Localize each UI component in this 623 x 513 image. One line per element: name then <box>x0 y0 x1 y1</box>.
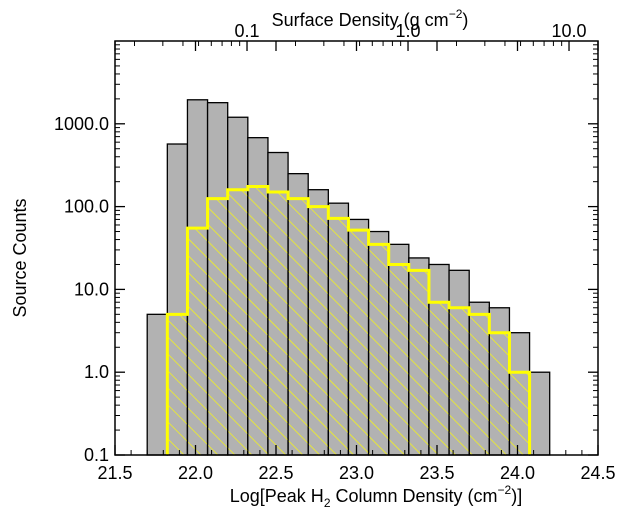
hatch-bar <box>167 314 188 455</box>
hatch-bar <box>267 192 289 455</box>
y-tick-label: 10.0 <box>74 279 109 299</box>
y-tick-label: 1.0 <box>84 362 109 382</box>
hatch-bar <box>368 244 389 455</box>
hatch-bar <box>187 228 208 455</box>
y-axis-title: Source Counts <box>10 198 30 317</box>
top-tick-label: 10.0 <box>551 21 586 41</box>
yellow-histogram <box>165 184 532 456</box>
hatch-bar <box>247 186 268 456</box>
x-axis-title: Log[Peak H2 Column Density (cm−2)] <box>230 483 522 510</box>
y-tick-label: 100.0 <box>64 197 109 217</box>
hatch-bar <box>489 332 510 455</box>
x-tick-label: 22.0 <box>178 463 213 483</box>
y-tick-label: 1000.0 <box>54 114 109 134</box>
top-tick-label: 1.0 <box>396 21 421 41</box>
x-tick-label: 22.5 <box>258 463 293 483</box>
hatch-bar <box>509 372 530 455</box>
x-tick-label: 24.5 <box>580 463 615 483</box>
hatch-bar <box>449 307 470 455</box>
hatch-bar <box>328 218 349 455</box>
hatch-bar <box>227 189 248 456</box>
y-tick-label: 0.1 <box>84 445 109 465</box>
y-axis-ticks: 0.1 1.0 10.0 100.0 1000.0 <box>54 44 598 465</box>
hatch-bar <box>469 314 490 455</box>
top-axis-title: Surface Density (g cm−2) <box>272 7 469 30</box>
x-tick-label: 24.0 <box>500 463 535 483</box>
hatch-bar <box>308 206 329 455</box>
x-axis-ticks: 21.5 22.0 22.5 23.0 23.5 24.0 24.5 <box>97 41 616 483</box>
hatch-bar <box>428 302 450 455</box>
gray-bar <box>528 371 551 456</box>
hatch-bar <box>408 270 429 455</box>
yellow-outline <box>165 184 532 455</box>
x-tick-label: 23.5 <box>419 463 454 483</box>
hatch-bar <box>288 198 309 455</box>
gray-bar <box>146 313 168 456</box>
x-tick-label: 23.0 <box>339 463 374 483</box>
hatch-bar <box>348 230 369 455</box>
hatch-bar <box>388 264 409 455</box>
top-tick-label: 0.1 <box>235 21 260 41</box>
hatch-bar <box>207 198 228 455</box>
x-tick-label: 21.5 <box>97 463 132 483</box>
top-axis-ticks: 0.1 1.0 10.0 <box>133 21 587 51</box>
